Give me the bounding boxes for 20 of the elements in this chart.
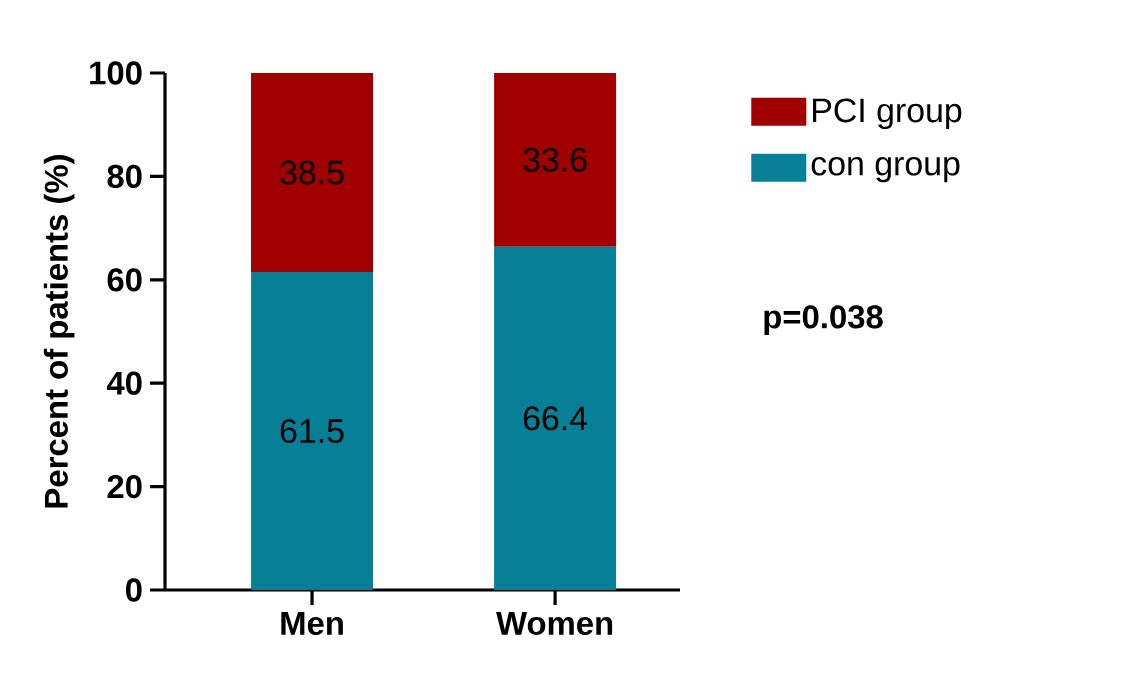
data-label: 38.5 [280,160,344,185]
text: p=0.038 [764,305,883,335]
legend-label: PCI group [813,98,962,130]
y-tick-label: 40 [106,371,142,395]
data-label: 61.5 [280,419,344,444]
x-tick-label: Men [281,612,343,635]
bar [251,72,374,273]
y-axis-title: Percent of patients (%) [43,155,75,508]
bar [494,246,617,590]
x-tick-label: Women [496,612,613,635]
y-tick-label: 100 [90,61,142,85]
data-label: 66.4 [523,406,588,431]
y-tick-label: 80 [107,164,142,189]
data-label: 33.6 [523,147,587,172]
bar [494,72,617,247]
y-tick-label: 0 [125,578,142,602]
legend-label: con group [811,157,960,183]
y-tick-label: 20 [107,474,142,499]
bar [251,272,374,590]
y-tick-label: 60 [107,268,142,292]
